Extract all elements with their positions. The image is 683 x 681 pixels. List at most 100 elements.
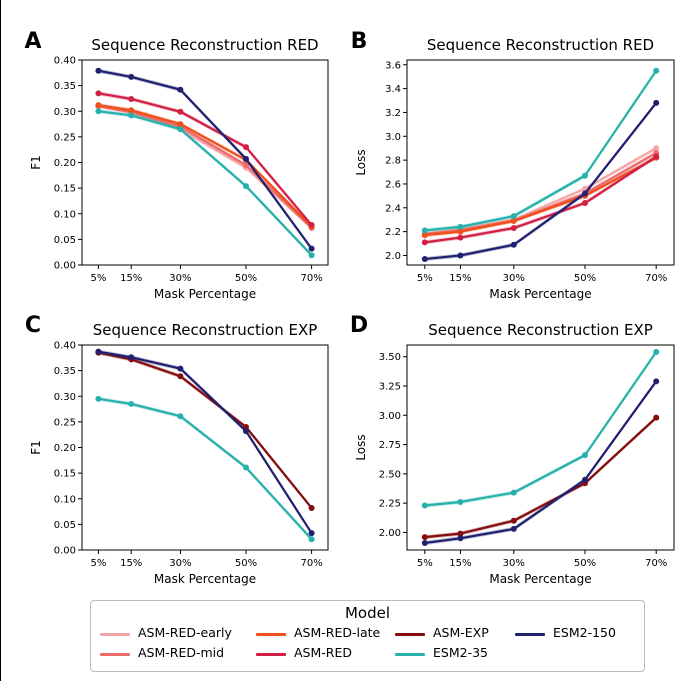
- data-point-esm2-150: [177, 86, 184, 93]
- panel-d: D Sequence Reconstruction EXP 5% 15% 30% 50% 7…: [350, 313, 675, 586]
- y-tick-label: 2.6: [385, 179, 401, 190]
- legend-swatch: [100, 633, 130, 636]
- data-point-asm-red: [95, 90, 102, 97]
- data-point-esm2-150: [95, 348, 102, 355]
- legend-swatch: [515, 633, 545, 636]
- panel-a: A Sequence Reconstruction RED 5% 15% 30% 50% 7…: [24, 29, 329, 301]
- y-tick-label: 0.05: [54, 520, 76, 531]
- data-point-esm2-35: [510, 489, 517, 496]
- legend-label: ASM-RED-mid: [138, 645, 225, 660]
- x-tick-label: 70%: [645, 558, 667, 569]
- data-point-asm-red-late: [421, 232, 428, 239]
- chart-title: Sequence Reconstruction EXP: [93, 321, 318, 339]
- y-tick-label: 3.00: [379, 411, 401, 422]
- data-point-esm2-150: [128, 354, 135, 361]
- y-tick-label: 3.25: [379, 382, 401, 393]
- y-tick-label: 2.8: [385, 156, 401, 167]
- x-tick-label: 15%: [120, 558, 142, 569]
- x-tick-label: 5%: [90, 558, 106, 569]
- data-point-esm2-35: [243, 464, 249, 471]
- data-point-asm-red-late: [457, 228, 464, 235]
- y-tick-label: 3.50: [379, 352, 401, 363]
- x-tick-label: 15%: [449, 273, 471, 284]
- data-point-asm-red: [510, 225, 517, 232]
- y-tick-label: 2.0: [385, 251, 401, 262]
- series-line-asm-red-mid: [424, 152, 657, 236]
- y-tick-label: 0.00: [54, 546, 76, 557]
- series-band-asm-red-mid: [98, 104, 312, 230]
- data-point-esm2-150: [582, 476, 588, 483]
- legend-label: ESM2-150: [553, 625, 616, 640]
- legend-swatch: [395, 633, 425, 636]
- data-point-asm-red: [243, 144, 249, 151]
- legend-label: ASM-RED: [294, 645, 352, 660]
- data-point-esm2-35: [95, 108, 102, 115]
- x-tick-label: 15%: [449, 558, 471, 569]
- chart-title: Sequence Reconstruction RED: [91, 36, 318, 54]
- data-point-esm2-35: [128, 400, 135, 407]
- data-point-asm-red-late: [177, 121, 184, 128]
- y-tick-label: 0.35: [54, 366, 76, 377]
- data-point-esm2-35: [653, 67, 660, 74]
- data-point-esm2-35: [128, 112, 135, 119]
- data-point-esm2-35: [177, 126, 184, 133]
- x-tick-label: 50%: [235, 558, 257, 569]
- data-point-esm2-150: [653, 378, 660, 385]
- x-tick-label: 30%: [169, 558, 191, 569]
- legend-swatch: [256, 633, 286, 636]
- x-tick-label: 30%: [169, 273, 191, 284]
- series-line-esm2-150: [424, 380, 658, 545]
- y-tick-label: 3.6: [385, 60, 401, 71]
- data-point-asm-red-late: [510, 217, 517, 224]
- data-point-asm-exp: [308, 504, 315, 511]
- series-band-asm-red-late: [98, 103, 312, 229]
- y-tick-label: 0.30: [54, 392, 76, 403]
- data-point-esm2-150: [457, 535, 464, 542]
- series-band-esm2-150: [424, 379, 657, 545]
- x-tick-label: 70%: [300, 558, 322, 569]
- data-point-asm-red: [308, 222, 315, 229]
- data-point-esm2-35: [510, 213, 517, 220]
- data-point-asm-exp: [653, 414, 660, 421]
- y-tick-label: 0.10: [54, 209, 76, 220]
- data-point-esm2-150: [128, 73, 135, 80]
- data-point-asm-red: [177, 108, 184, 115]
- data-point-asm-red: [421, 239, 428, 246]
- data-point-asm-exp: [457, 530, 464, 537]
- data-point-asm-red: [653, 153, 660, 160]
- panel-letter: C: [25, 313, 41, 338]
- data-point-asm-red-early: [653, 145, 660, 152]
- axes-frame: [406, 59, 675, 266]
- data-point-esm2-35: [308, 252, 315, 259]
- data-point-esm2-35: [457, 223, 464, 230]
- data-point-esm2-35: [582, 452, 588, 459]
- data-point-esm2-150: [457, 252, 464, 259]
- panel-letter: A: [24, 29, 41, 54]
- y-tick-label: 0.10: [54, 494, 76, 505]
- y-tick-label: 0.20: [54, 158, 76, 169]
- data-point-esm2-35: [308, 536, 315, 543]
- data-point-esm2-35: [177, 413, 184, 420]
- data-point-asm-red-late: [95, 102, 102, 109]
- y-tick-label: 0.35: [54, 81, 76, 92]
- legend-label: ASM-RED-late: [294, 625, 381, 640]
- y-tick-label: 0.30: [54, 107, 76, 118]
- data-point-esm2-35: [421, 502, 428, 509]
- legend-label: ASM-RED-early: [138, 625, 232, 640]
- y-tick-label: 2.4: [385, 203, 401, 214]
- chart-canvas: A Sequence Reconstruction RED 5% 15% 30% 50% 7…: [24, 29, 675, 586]
- y-tick-label: 3.0: [385, 132, 401, 143]
- series-band-asm-red-early: [424, 146, 657, 237]
- data-point-asm-red-mid: [243, 162, 249, 169]
- data-point-esm2-150: [308, 530, 315, 537]
- y-tick-label: 0.00: [54, 261, 76, 272]
- panel-c: C Sequence Reconstruction EXP 5% 15% 30% 50% 7…: [25, 313, 329, 586]
- x-tick-label: 15%: [120, 273, 142, 284]
- y-tick-label: 0.25: [54, 417, 76, 428]
- series-band-esm2-35: [98, 109, 312, 258]
- y-tick-label: 0.15: [54, 184, 76, 195]
- y-tick-label: 2.2: [385, 227, 401, 238]
- y-axis-label: Loss: [354, 149, 368, 175]
- data-point-esm2-35: [582, 172, 588, 179]
- series-band-asm-red-early: [98, 104, 312, 231]
